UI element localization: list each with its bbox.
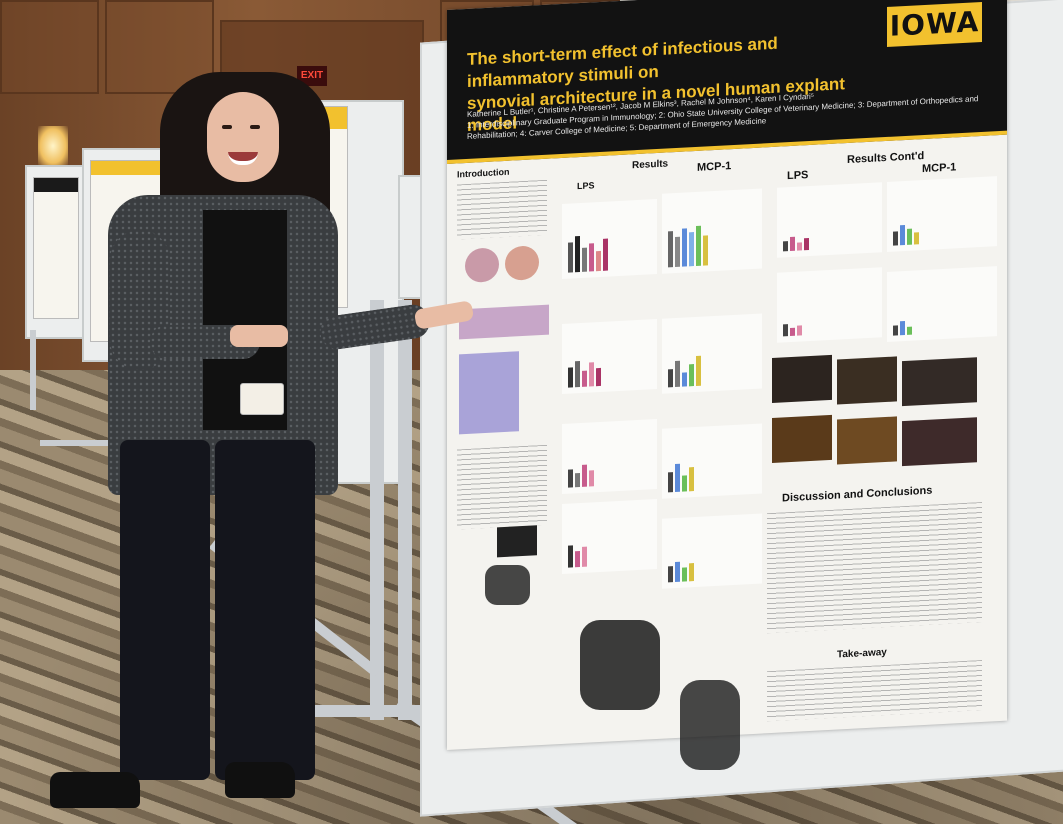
- schematic-circle: [465, 247, 499, 284]
- bar-chart: [662, 423, 762, 499]
- eye: [250, 125, 260, 129]
- lps-label: LPS: [787, 169, 809, 183]
- takeaway-text: [767, 659, 982, 722]
- bar-chart: [562, 498, 657, 574]
- passerby-legs: [580, 620, 660, 710]
- discussion-text: [767, 501, 982, 634]
- background-poster: [33, 177, 79, 319]
- face: [207, 92, 279, 182]
- bar-chart: [887, 176, 997, 252]
- wall-sconce-light: [38, 126, 68, 166]
- fluorescence-image: [902, 417, 977, 467]
- background-person-feet: [485, 565, 530, 605]
- bar-chart: [562, 418, 657, 494]
- bar-chart: [562, 198, 657, 279]
- mcp1-label: MCP-1: [922, 161, 957, 176]
- bar-chart: [562, 318, 657, 394]
- bar-chart: [662, 513, 762, 589]
- shoe: [225, 762, 295, 798]
- methods-text: [457, 444, 547, 530]
- bar-chart: [662, 188, 762, 274]
- eye: [222, 125, 232, 129]
- fluorescence-image: [837, 356, 897, 405]
- shoe: [50, 772, 140, 808]
- name-badge: [240, 383, 284, 415]
- fluorescence-image: [772, 414, 832, 463]
- results-heading: Results: [632, 158, 669, 172]
- pants-leg: [120, 440, 210, 780]
- exit-sign: EXIT: [297, 66, 327, 86]
- bar-chart: [777, 267, 882, 343]
- histology-image: [459, 351, 519, 435]
- pointing-hand: [230, 325, 288, 347]
- mcp1-label: MCP-1: [697, 160, 732, 174]
- research-poster: The short-term effect of infectious and …: [447, 0, 1007, 750]
- pants-leg: [215, 440, 315, 780]
- iowa-logo: IOWA: [887, 1, 982, 47]
- fluorescence-image: [772, 354, 832, 403]
- stand-base: [40, 440, 140, 446]
- smile: [228, 152, 258, 165]
- results-contd-heading: Results Cont'd: [847, 149, 925, 167]
- lps-label: LPS: [577, 180, 595, 192]
- background-poster-board: [25, 165, 87, 339]
- poster-header: The short-term effect of infectious and …: [447, 0, 1007, 165]
- takeaway-heading: Take-away: [837, 646, 887, 661]
- fluorescence-image: [902, 357, 977, 407]
- gel-image: [497, 525, 537, 558]
- schematic-circle: [505, 245, 539, 281]
- stand-leg: [398, 300, 412, 720]
- intro-text: [457, 179, 547, 240]
- passerby-legs: [680, 680, 740, 770]
- bar-chart: [777, 182, 882, 258]
- stand-leg: [30, 330, 36, 410]
- bar-chart: [887, 266, 997, 342]
- fluorescence-image: [837, 416, 897, 465]
- discussion-heading: Discussion and Conclusions: [782, 484, 933, 505]
- bar-chart: [662, 313, 762, 394]
- stand-leg: [370, 300, 384, 720]
- intro-heading: Introduction: [457, 166, 510, 180]
- wall-panel: [0, 0, 99, 94]
